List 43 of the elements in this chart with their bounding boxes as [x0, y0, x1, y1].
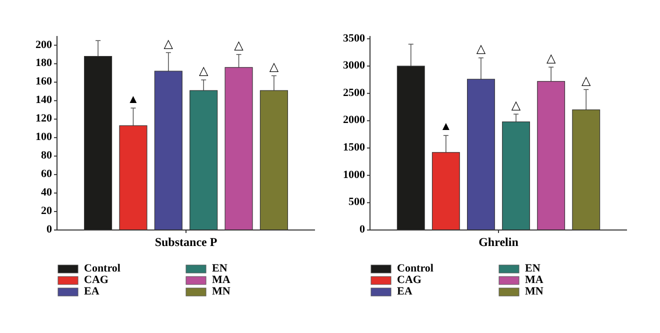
annotation: △ — [269, 59, 280, 74]
annotation: △ — [234, 38, 244, 52]
legend-label: MN — [525, 286, 544, 298]
y-tick-label: 500 — [348, 196, 366, 208]
y-tick-label: 100 — [36, 131, 52, 144]
y-tick-label: 1500 — [343, 142, 366, 154]
y-tick-label: 3000 — [343, 60, 366, 72]
legend-label: EA — [84, 286, 100, 298]
annotation: ▲ — [440, 119, 452, 134]
annotation: ▲ — [127, 92, 140, 106]
y-tick-label: 200 — [36, 38, 52, 51]
annotation: △ — [476, 42, 486, 56]
legend-label: Control — [397, 262, 434, 275]
annotation: △ — [164, 36, 174, 50]
y-tick-label: 160 — [36, 76, 52, 88]
legend-label: MA — [212, 274, 230, 286]
y-tick-label: 2500 — [343, 86, 366, 99]
y-tick-label: 140 — [36, 94, 52, 106]
y-tick-label: 120 — [36, 112, 52, 125]
legend-label: EA — [397, 286, 412, 298]
annotation: △ — [581, 73, 592, 88]
x-tick-label: Substance P — [154, 235, 218, 249]
y-tick-label: 60 — [41, 168, 52, 180]
y-tick-label: 180 — [36, 57, 52, 70]
legend-label: CAG — [397, 274, 422, 286]
x-tick-label: Ghrelin — [478, 235, 519, 249]
y-tick-label: 3500 — [343, 32, 366, 44]
y-tick-label: 40 — [41, 186, 52, 199]
y-tick-label: 0 — [46, 224, 52, 236]
y-tick-label: 20 — [41, 205, 52, 218]
legend-label: MN — [212, 286, 230, 298]
legend-label: EN — [525, 262, 540, 275]
annotation: △ — [546, 50, 556, 65]
legend-label: Control — [84, 262, 120, 275]
legend-label: EN — [212, 262, 228, 275]
legend-label: CAG — [84, 274, 109, 286]
y-tick-label: 0 — [360, 224, 366, 236]
y-tick-label: 2000 — [343, 114, 366, 126]
annotation: △ — [198, 64, 209, 78]
legend-label: MA — [525, 274, 544, 286]
y-tick-label: 1000 — [343, 168, 366, 181]
annotation: △ — [511, 98, 522, 112]
y-tick-label: 80 — [41, 150, 52, 162]
